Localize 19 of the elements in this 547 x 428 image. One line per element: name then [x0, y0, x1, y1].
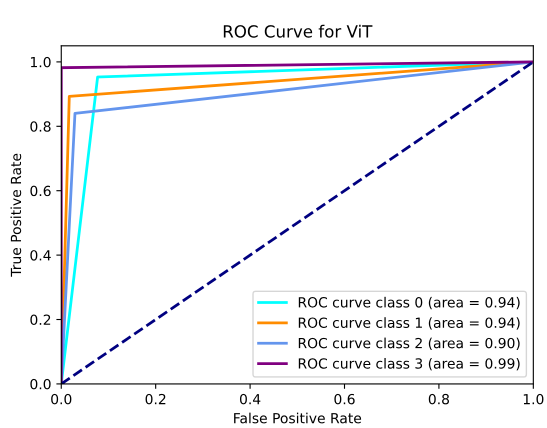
y-tick-label: 1.0 [30, 56, 51, 68]
legend-label: ROC curve class 2 (area = 0.90) [298, 338, 520, 350]
legend-label: ROC curve class 3 (area = 0.99) [298, 358, 520, 370]
x-tick-label: 1.0 [524, 394, 544, 404]
x-tick-label: 0.8 [428, 394, 450, 404]
legend-label: ROC curve class 0 (area = 0.94) [298, 296, 520, 310]
y-tick-label: 0.4 [30, 250, 51, 261]
legend-label: ROC curve class 1 (area = 0.94) [298, 317, 520, 330]
y-tick-label: 0.0 [30, 378, 51, 390]
y-tick-label: 0.6 [30, 186, 51, 196]
y-tick-label: 0.8 [30, 121, 51, 132]
y-tick-label: 0.2 [30, 314, 50, 325]
chart-title: ROC Curve for ViT [224, 24, 372, 38]
x-tick-label: 0.4 [240, 394, 260, 404]
x-tick-label: 0.6 [334, 394, 355, 404]
x-axis-title: False Positive Rate [234, 412, 362, 424]
y-axis-title: True Positive Rate [10, 154, 22, 277]
x-tick-label: 0.2 [146, 394, 166, 404]
x-tick-label: 0.0 [51, 394, 72, 404]
